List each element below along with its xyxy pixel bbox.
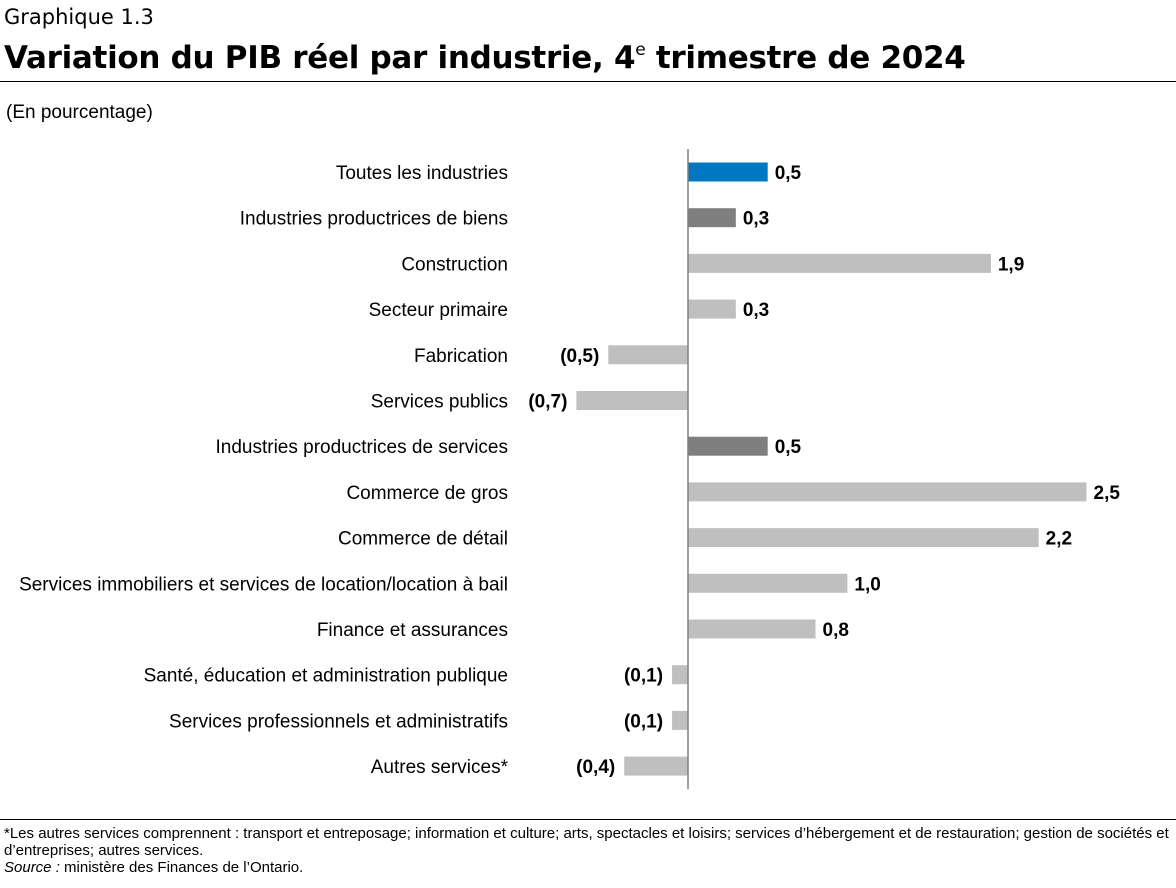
data-label: 0,5 <box>775 437 802 458</box>
bar <box>688 436 768 456</box>
data-label: 2,5 <box>1094 483 1121 504</box>
bottom-divider <box>0 819 1176 820</box>
category-label: Construction <box>401 254 508 275</box>
data-label: 0,3 <box>743 300 769 321</box>
bar <box>608 345 688 365</box>
category-label: Fabrication <box>414 346 508 367</box>
source-label: Source : <box>4 859 60 876</box>
bar <box>672 665 688 685</box>
data-label: 1,9 <box>998 254 1024 275</box>
bar <box>624 756 688 776</box>
data-label: 1,0 <box>854 574 880 595</box>
category-label: Commerce de détail <box>338 529 508 550</box>
data-label: 2,2 <box>1046 529 1072 550</box>
chart-header: Graphique 1.3 Variation du PIB réel par … <box>4 4 1172 78</box>
category-label: Commerce de gros <box>346 483 508 504</box>
category-label: Autres services* <box>371 757 509 778</box>
chart-title: Variation du PIB réel par industrie, 4e … <box>4 30 1172 78</box>
bar <box>672 710 688 730</box>
footnotes: *Les autres services comprennent : trans… <box>4 825 1176 876</box>
category-label: Services immobiliers et services de loca… <box>19 574 508 595</box>
chart-title-end: trimestre de 2024 <box>645 40 966 76</box>
category-label: Secteur primaire <box>369 300 508 321</box>
data-label: (0,1) <box>624 711 663 732</box>
data-label: (0,5) <box>560 346 599 367</box>
chart-number: Graphique 1.3 <box>4 5 154 29</box>
category-label: Finance et assurances <box>317 620 508 641</box>
data-label: (0,7) <box>528 392 567 413</box>
data-label: 0,3 <box>743 209 769 230</box>
category-label: Industries productrices de biens <box>240 209 508 230</box>
bar <box>688 253 991 273</box>
source-text: ministère des Finances de l’Ontario. <box>59 859 304 876</box>
bar <box>688 162 768 182</box>
bar <box>576 391 688 410</box>
bar <box>688 528 1039 548</box>
data-label: 0,8 <box>823 620 849 641</box>
bar-chart: Toutes les industries 0,5 Industries produ… <box>19 149 1121 790</box>
bar <box>688 208 736 228</box>
bar <box>688 573 848 593</box>
bar <box>688 482 1087 502</box>
bar <box>688 619 816 639</box>
units-label: (En pourcentage) <box>6 102 153 123</box>
data-label: (0,1) <box>624 666 663 687</box>
category-label: Santé, éducation et administration publi… <box>144 666 508 687</box>
category-label: Services publics <box>371 392 508 413</box>
chart-title-superscript: e <box>635 40 646 60</box>
top-divider <box>0 81 1176 82</box>
bar <box>688 299 736 319</box>
data-label: 0,5 <box>775 163 802 184</box>
category-label: Toutes les industries <box>336 163 508 184</box>
footnote-other-services: *Les autres services comprennent : trans… <box>4 825 1169 859</box>
category-label: Industries productrices de services <box>215 437 508 458</box>
category-label: Services professionnels et administratif… <box>169 711 508 732</box>
data-label: (0,4) <box>576 757 615 778</box>
chart-title-main: Variation du PIB réel par industrie, 4 <box>4 40 636 76</box>
source-line: Source : ministère des Finances de l’Ont… <box>4 859 1176 876</box>
